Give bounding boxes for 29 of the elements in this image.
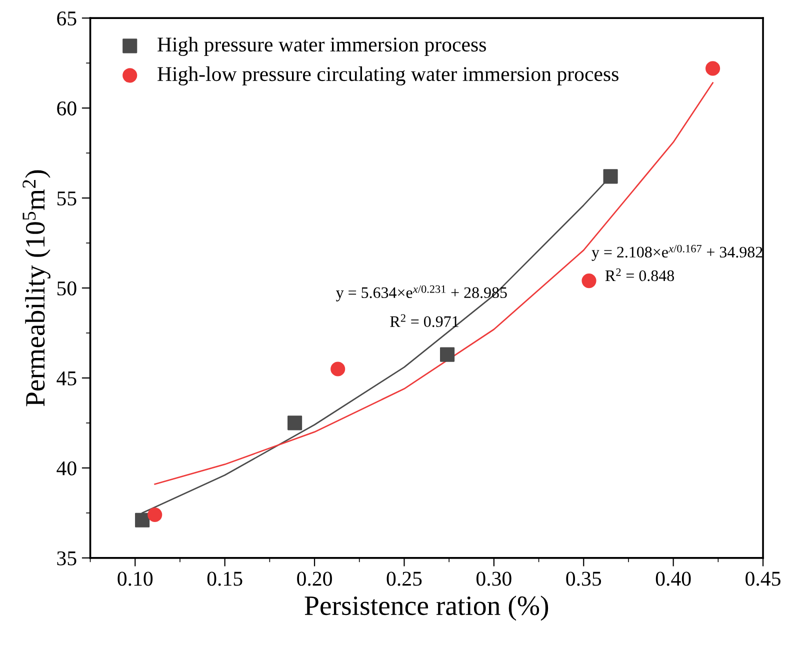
y-axis-title: Permeability (10$^{5}$m$^{2}$) — [22, 170, 50, 406]
x-axis-title: Persistence ration (%) — [304, 596, 548, 621]
point — [288, 416, 302, 430]
legend-label: High-low pressure circulating water immersion process — [158, 66, 618, 86]
annotation: R$^{2}$ = 0.848 — [605, 268, 674, 282]
x-tick-label: 0.20 — [297, 572, 332, 586]
x-tick-label: 0.35 — [566, 572, 602, 586]
x-tick-label: 0.10 — [118, 572, 153, 586]
point — [135, 512, 150, 528]
annotation: R$^{2}$ = 0.971 — [390, 314, 458, 328]
x-tick-label: 0.15 — [207, 572, 242, 586]
x-tick-label: 0.40 — [656, 572, 691, 586]
point — [582, 274, 596, 288]
point — [440, 347, 455, 362]
x-tick-label: 0.30 — [476, 572, 512, 586]
x-tick-label: 0.45 — [746, 572, 780, 586]
y-tick-label: 55 — [57, 192, 76, 206]
point — [330, 362, 346, 376]
point — [603, 169, 618, 184]
legend-label: High pressure water immersion process — [158, 36, 486, 56]
point — [706, 61, 720, 76]
y-tick-label: 65 — [57, 11, 76, 26]
y-tick-label: 50 — [57, 281, 76, 296]
y-tick-label: 60 — [57, 101, 76, 116]
point — [148, 507, 162, 522]
y-tick-label: 40 — [56, 461, 76, 476]
y-tick-label: 45 — [56, 371, 76, 386]
x-tick-label: 0.25 — [386, 572, 422, 586]
y-tick-label: 35 — [57, 551, 76, 566]
